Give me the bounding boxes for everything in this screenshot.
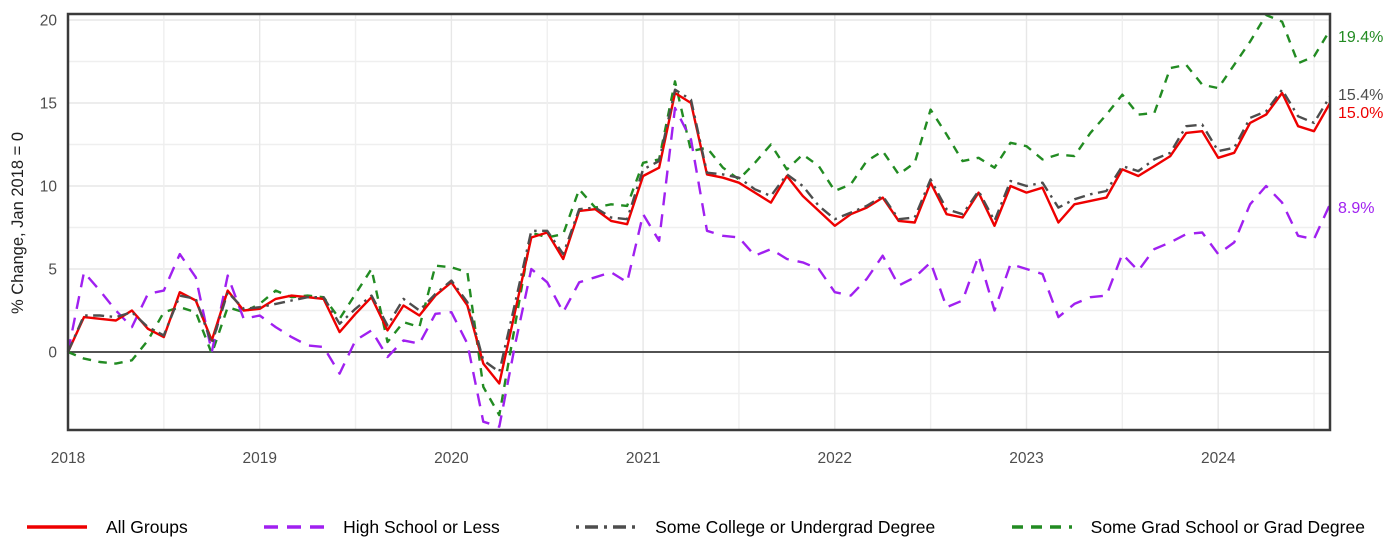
plot-area: 0 5 10 15 20 2018 2019 2020 2021 2022 20… xyxy=(9,12,1383,468)
end-label-college: 15.4% xyxy=(1338,87,1383,104)
x-tick-2020: 2020 xyxy=(434,450,469,467)
legend-label-high-school: High School or Less xyxy=(343,516,500,537)
data-lines xyxy=(66,13,1332,428)
legend-label-some-college: Some College or Undergrad Degree xyxy=(655,516,936,537)
x-tick-2024: 2024 xyxy=(1201,450,1236,467)
y-tick-15: 15 xyxy=(40,96,57,113)
end-label-all: 15.0% xyxy=(1338,105,1383,122)
gridlines xyxy=(67,14,1330,430)
legend-item-high-school: High School or Less xyxy=(262,517,500,538)
end-label-grad: 19.4% xyxy=(1338,29,1383,46)
y-tick-5: 5 xyxy=(48,262,57,279)
plot-border xyxy=(66,12,1332,432)
y-tick-10: 10 xyxy=(40,179,58,196)
y-tick-20: 20 xyxy=(40,13,58,30)
legend-swatch-high-school xyxy=(264,525,325,529)
legend-swatch-all-groups xyxy=(27,525,87,529)
x-tick-2022: 2022 xyxy=(818,450,852,467)
legend-item-grad-school: Some Grad School or Grad Degree xyxy=(1010,517,1365,538)
x-tick-2023: 2023 xyxy=(1009,450,1043,467)
legend-swatch-grad-school xyxy=(1011,525,1072,529)
y-axis-title: % Change, Jan 2018 = 0 xyxy=(9,132,27,314)
x-tick-2018: 2018 xyxy=(51,450,85,467)
x-tick-2019: 2019 xyxy=(242,450,276,467)
legend-label-grad-school: Some Grad School or Grad Degree xyxy=(1090,516,1365,537)
y-axis-ticks: 0 5 10 15 20 xyxy=(40,13,58,362)
end-value-labels: 19.4% 15.4% 15.0% 8.9% xyxy=(1338,29,1383,217)
legend-label-all-groups: All Groups xyxy=(106,516,188,537)
legend: All Groups High School or Less Some Coll… xyxy=(0,504,1395,550)
legend-swatch-some-college xyxy=(576,525,637,529)
legend-item-all-groups: All Groups xyxy=(25,517,188,538)
x-axis-ticks: 2018 2019 2020 2021 2022 2023 2024 xyxy=(51,450,1236,467)
end-label-hs: 8.9% xyxy=(1338,200,1374,217)
legend-item-some-college: Some College or Undergrad Degree xyxy=(574,517,935,538)
y-tick-0: 0 xyxy=(48,345,57,362)
x-tick-2021: 2021 xyxy=(626,450,660,467)
